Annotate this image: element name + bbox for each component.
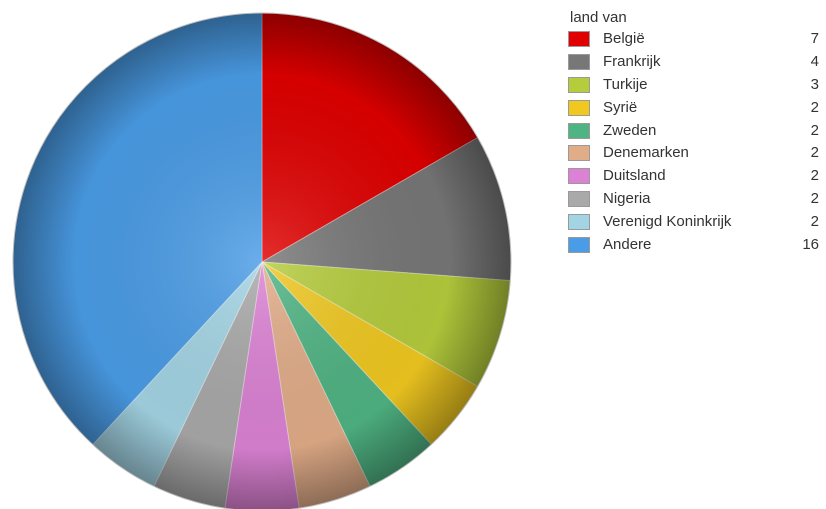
legend-item[interactable]: Duitsland 2 bbox=[568, 165, 823, 188]
legend-value: 2 bbox=[810, 121, 819, 139]
legend-label: Verenigd Koninkrijk bbox=[603, 213, 732, 231]
legend-value: 16 bbox=[802, 236, 819, 254]
legend-value: 2 bbox=[810, 98, 819, 116]
legend-swatch bbox=[568, 53, 590, 70]
legend-swatch bbox=[568, 122, 590, 139]
legend-label: Syrië bbox=[603, 98, 638, 116]
legend-value: 2 bbox=[810, 144, 819, 162]
legend-item[interactable]: België 7 bbox=[568, 28, 823, 51]
legend-swatch bbox=[568, 191, 590, 208]
legend-label: Andere bbox=[603, 236, 652, 254]
legend: land van België 7 Frankrijk 4 Turkije 3 Syrië 2… bbox=[568, 8, 823, 257]
legend-label: Nigeria bbox=[603, 190, 651, 208]
legend-value: 2 bbox=[810, 213, 819, 231]
legend-value: 2 bbox=[810, 167, 819, 185]
legend-item[interactable]: Turkije 3 bbox=[568, 74, 823, 97]
legend-swatch bbox=[568, 76, 590, 93]
legend-title: land van bbox=[570, 9, 627, 26]
legend-item[interactable]: Verenigd Koninkrijk 2 bbox=[568, 211, 823, 234]
legend-label: Denemarken bbox=[603, 144, 689, 162]
legend-value: 3 bbox=[810, 75, 819, 93]
legend-label: Frankrijk bbox=[603, 52, 661, 70]
legend-swatch bbox=[568, 168, 590, 185]
legend-label: Turkije bbox=[603, 75, 648, 93]
pie-outline bbox=[12, 12, 512, 509]
legend-value: 2 bbox=[810, 190, 819, 208]
legend-value: 4 bbox=[810, 52, 819, 70]
legend-item[interactable]: Nigeria 2 bbox=[568, 188, 823, 211]
legend-item[interactable]: Frankrijk 4 bbox=[568, 51, 823, 74]
pie-shading bbox=[13, 13, 511, 509]
legend-label: Zweden bbox=[603, 121, 657, 139]
legend-label: Duitsland bbox=[603, 167, 666, 185]
legend-item[interactable]: Zweden 2 bbox=[568, 120, 823, 143]
legend-swatch bbox=[568, 31, 590, 47]
legend-item[interactable]: Syrië 2 bbox=[568, 97, 823, 120]
legend-label: België bbox=[603, 30, 645, 47]
legend-swatch bbox=[568, 145, 590, 162]
legend-item[interactable]: Andere 16 bbox=[568, 234, 823, 257]
legend-swatch bbox=[568, 214, 590, 231]
legend-swatch bbox=[568, 99, 590, 116]
legend-swatch bbox=[568, 237, 590, 254]
legend-value: 7 bbox=[810, 30, 819, 47]
legend-item[interactable]: Denemarken 2 bbox=[568, 142, 823, 165]
